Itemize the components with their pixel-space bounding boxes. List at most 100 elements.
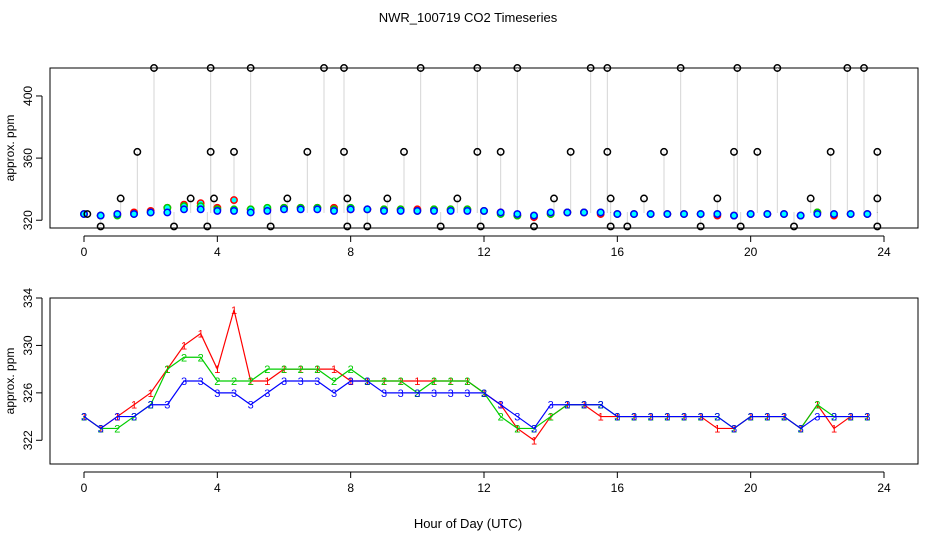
series-point-label: 2 (131, 412, 137, 424)
series-point-label: 3 (581, 400, 587, 412)
series-point-label: 2 (98, 423, 104, 435)
series-point-label: 1 (664, 412, 670, 424)
series-point-label: 2 (864, 412, 870, 424)
series-point-label: 3 (598, 400, 604, 412)
flag-point (660, 147, 668, 156)
flag-point (730, 147, 738, 156)
baseline-point (380, 206, 388, 215)
series-line (83, 380, 868, 430)
flag-point (343, 222, 352, 231)
series-point-label: 2 (381, 376, 387, 388)
series-point-label: 2 (148, 400, 154, 412)
series-point-label: 3 (664, 412, 670, 424)
flag-point (736, 222, 745, 231)
flag-point (550, 194, 558, 203)
series-point-label: 1 (331, 364, 337, 376)
baseline-point (263, 206, 272, 215)
x-tick-label: 4 (214, 245, 221, 259)
series-point-label: 3 (681, 412, 687, 424)
series-point-label: 1 (131, 400, 137, 412)
series-point-label: 3 (264, 388, 270, 400)
flag-point (586, 64, 595, 72)
series-point-label: 1 (548, 412, 554, 424)
baseline-point (96, 211, 105, 220)
series-point-label: 1 (114, 412, 120, 424)
series-point-label: 3 (464, 388, 470, 400)
flag-point (530, 222, 538, 231)
series-point-label: 1 (81, 412, 87, 424)
baseline-point (763, 210, 772, 218)
flag-point (170, 222, 178, 231)
flag-point (116, 194, 125, 203)
flag-point (436, 222, 445, 231)
series-point-label: 1 (298, 364, 304, 376)
series-point-label: 3 (864, 412, 870, 424)
series-point-label: 2 (548, 412, 554, 424)
baseline-point (180, 205, 188, 214)
series-point-label: 3 (398, 388, 404, 400)
series-point-label: 3 (148, 400, 154, 412)
baseline-point (563, 208, 572, 217)
series-point-label: 2 (564, 400, 570, 412)
flag-point (230, 147, 238, 156)
x-tick-label: 8 (347, 245, 354, 259)
baseline-point (546, 208, 555, 217)
series-point-label: 2 (831, 412, 837, 424)
series-point-label: 2 (314, 364, 320, 376)
series-point-label: 1 (398, 376, 404, 388)
flag-point (416, 64, 425, 72)
series-point-label: 2 (431, 376, 437, 388)
baseline-point (746, 210, 755, 218)
plot-frame (49, 297, 919, 465)
series-point-label: 1 (698, 412, 704, 424)
baseline-point (130, 210, 138, 218)
series-point-label: 2 (514, 423, 520, 435)
series-point-label: 1 (448, 376, 454, 388)
series-point-label: 1 (364, 376, 370, 388)
baseline-point (146, 208, 155, 217)
baseline-point (163, 208, 172, 217)
series-point-label: 3 (248, 400, 254, 412)
baseline-point (196, 205, 205, 214)
series-point-label: 2 (248, 376, 254, 388)
baseline-point (363, 205, 372, 214)
series-point-label: 3 (214, 388, 220, 400)
baseline-point (230, 196, 238, 204)
series-point-label: 3 (614, 412, 620, 424)
flag-point (513, 64, 522, 72)
series-point-label: 3 (764, 412, 770, 424)
series-point-label: 2 (114, 423, 120, 435)
flag-point (203, 222, 212, 231)
baseline-point (446, 206, 455, 215)
series-point-label: 1 (764, 412, 770, 424)
series-point-label: 1 (781, 412, 787, 424)
x-tick-label: 12 (477, 245, 491, 259)
x-axis-label: Hour of Day (UTC) (414, 516, 522, 531)
baseline-point (713, 210, 722, 218)
y-tick-label: 334 (21, 288, 35, 308)
series-point-label: 3 (714, 412, 720, 424)
series-point-label: 2 (181, 352, 187, 364)
series-point-label: 2 (731, 423, 737, 435)
series-point-label: 3 (348, 376, 354, 388)
series-point-label: 3 (481, 388, 487, 400)
flag-point (773, 64, 782, 72)
series-point-label: 2 (214, 376, 220, 388)
series-point-label: 3 (181, 376, 187, 388)
baseline-point (830, 210, 838, 218)
series-point-label: 1 (648, 412, 654, 424)
series-point-label: 2 (664, 412, 670, 424)
series-point-label: 3 (448, 388, 454, 400)
flag-point (606, 222, 615, 231)
series-point-label: 3 (564, 400, 570, 412)
series-point-label: 2 (364, 376, 370, 388)
baseline-point (246, 208, 255, 217)
series-point-label: 2 (348, 364, 354, 376)
flag-point (133, 147, 142, 156)
series-point-label: 1 (281, 364, 287, 376)
flag-point (453, 194, 462, 203)
series-point-label: 3 (114, 412, 120, 424)
flag-point (640, 194, 648, 203)
series-point-label: 3 (731, 423, 737, 435)
